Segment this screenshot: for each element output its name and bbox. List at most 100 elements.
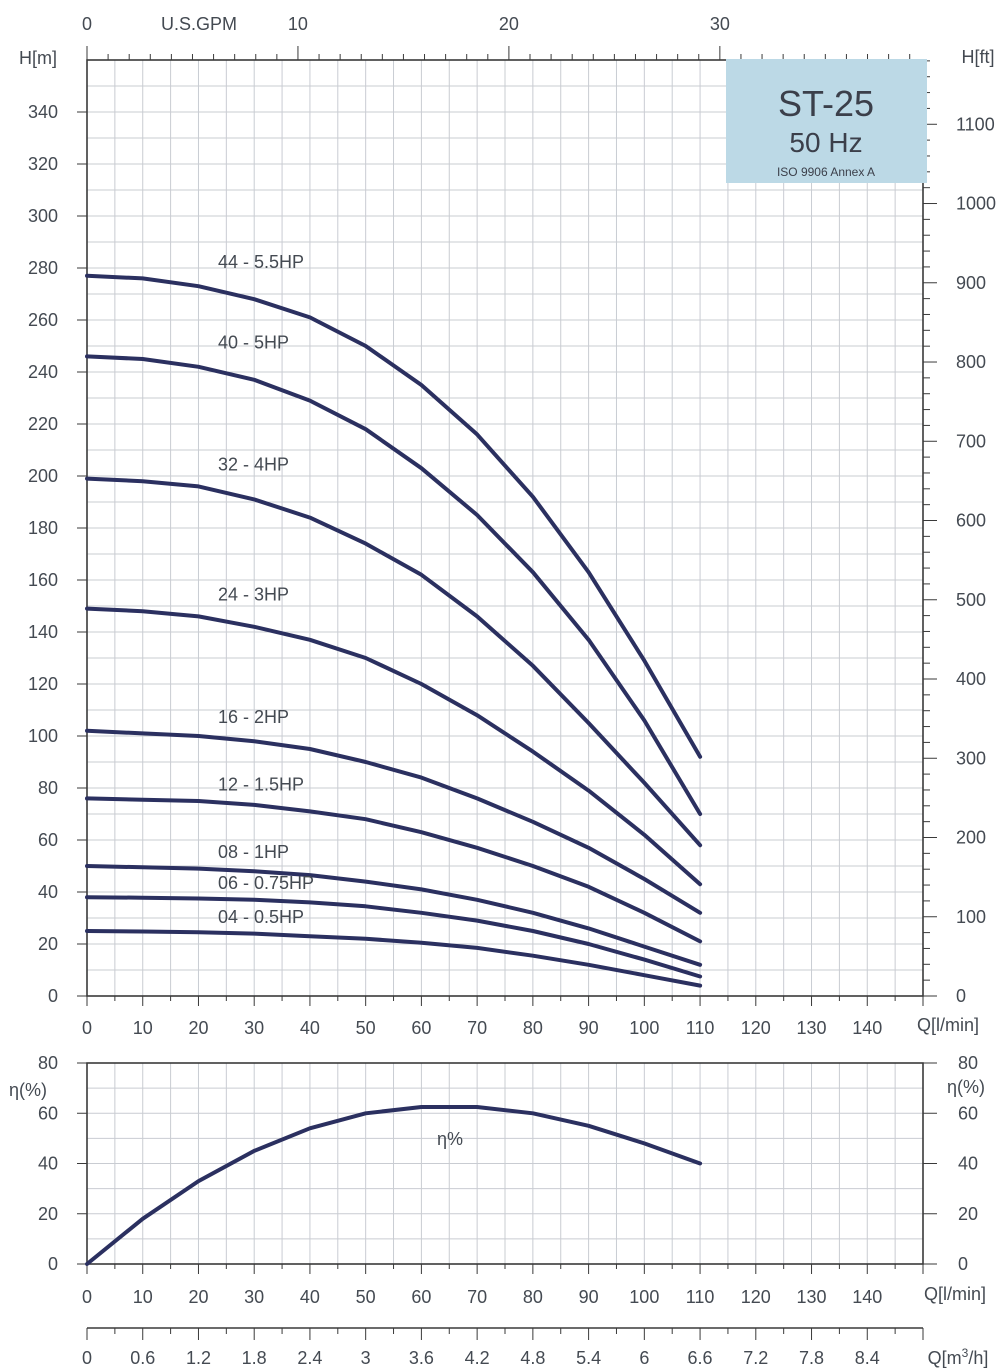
right-axis-label: H[ft] (961, 47, 994, 67)
curve-label: 24 - 3HP (218, 585, 289, 605)
x-tick-label: 70 (467, 1018, 487, 1038)
y-tick-label: 40 (38, 882, 58, 902)
info-box-background (726, 59, 927, 183)
top-tick-label: 20 (499, 14, 519, 34)
head-curve (85, 728, 703, 915)
cubic-meter-axis: 0 0.6 1.2 1.8 2.4 3 3.6 4.2 4.8 5.4 6 6.6 7.2 7.8 8.4 Q… (82, 1327, 989, 1368)
top-axis-label: U.S.GPM (161, 14, 237, 34)
m3h-tick-label: 0.6 (130, 1348, 155, 1368)
x-tick-label: 10 (133, 1018, 153, 1038)
x-tick-label: 90 (579, 1018, 599, 1038)
right-tick-label: 300 (956, 748, 986, 768)
x-axis-label: Q[l/min] (917, 1015, 979, 1035)
right-tick-label: 600 (956, 511, 986, 531)
eff-x-tick-label: 30 (244, 1287, 264, 1307)
y-tick-label: 300 (28, 206, 58, 226)
m3h-tick-label: 1.2 (186, 1348, 211, 1368)
x-tick-label: 120 (741, 1018, 771, 1038)
top-tick-label: 30 (710, 14, 730, 34)
y-tick-label: 240 (28, 362, 58, 382)
eff-y-tick-label: 40 (38, 1154, 58, 1174)
head-curves: 44 - 5.5HP 40 - 5HP 32 - 4HP 24 - 3HP 16 - 2… (85, 252, 703, 988)
m3h-tick-label: 8.4 (855, 1348, 880, 1368)
eff-y-tick-label: 0 (48, 1254, 58, 1274)
y-tick-label: 180 (28, 518, 58, 538)
eff-x-tick-label: 80 (523, 1287, 543, 1307)
eff-right-tick-label: 20 (958, 1204, 978, 1224)
right-tick-label: 1100 (956, 114, 995, 134)
head-curve (85, 864, 703, 967)
y-tick-label: 200 (28, 466, 58, 486)
curve-label: 44 - 5.5HP (218, 252, 304, 272)
eff-x-tick-label: 120 (741, 1287, 771, 1307)
right-tick-label: 1000 (956, 194, 996, 214)
m3h-tick-label: 6.6 (688, 1348, 713, 1368)
right-tick-label: 900 (956, 273, 986, 293)
head-panel: 0204060801001201401601802002202402602803… (19, 14, 996, 1038)
head-curve (85, 273, 703, 759)
top-tick-label: 0 (82, 14, 92, 34)
m3h-axis-label: Q[m3/h] (928, 1346, 989, 1368)
right-tick-label: 0 (956, 986, 966, 1006)
efficiency-curve (85, 1105, 703, 1266)
frequency-label: 50 Hz (789, 127, 862, 158)
y-tick-label: 120 (28, 674, 58, 694)
m3h-tick-label: 7.2 (743, 1348, 768, 1368)
m3h-tick-label: 3.6 (409, 1348, 434, 1368)
y-tick-label: 260 (28, 310, 58, 330)
x-tick-label: 130 (797, 1018, 827, 1038)
y-tick-label: 60 (38, 830, 58, 850)
m3h-tick-label: 0 (82, 1348, 92, 1368)
head-curve (85, 895, 703, 979)
m3h-tick-label: 5.4 (576, 1348, 601, 1368)
m3h-tick-label: 7.8 (799, 1348, 824, 1368)
m3h-tick-label: 4.2 (465, 1348, 490, 1368)
curve-label: 12 - 1.5HP (218, 774, 304, 794)
eff-x-tick-label: 50 (356, 1287, 376, 1307)
curve-label: 08 - 1HP (218, 842, 289, 862)
m3h-tick-label: 1.8 (242, 1348, 267, 1368)
eff-x-tick-label: 100 (629, 1287, 659, 1307)
eff-x-tick-label: 60 (411, 1287, 431, 1307)
efficiency-curve-label: η% (437, 1129, 463, 1149)
head-curve (85, 476, 703, 848)
curve-label: 16 - 2HP (218, 707, 289, 727)
eff-x-tick-label: 130 (797, 1287, 827, 1307)
y-tick-label: 320 (28, 154, 58, 174)
x-tick-label: 80 (523, 1018, 543, 1038)
eff-y-axis-label: η(%) (9, 1080, 47, 1100)
head-curve (85, 929, 703, 988)
eff-x-tick-label: 90 (579, 1287, 599, 1307)
eff-x-tick-label: 140 (852, 1287, 882, 1307)
y-tick-label: 340 (28, 102, 58, 122)
right-tick-label: 200 (956, 828, 986, 848)
x-tick-label: 40 (300, 1018, 320, 1038)
eff-right-tick-label: 0 (958, 1254, 968, 1274)
curve-label: 40 - 5HP (218, 332, 289, 352)
eff-x-tick-label: 20 (188, 1287, 208, 1307)
eff-x-tick-label: 0 (82, 1287, 92, 1307)
m3h-tick-label: 4.8 (520, 1348, 545, 1368)
y-axis-label: H[m] (19, 48, 57, 68)
eff-right-axis-label: η(%) (947, 1077, 985, 1097)
eff-x-tick-label: 40 (300, 1287, 320, 1307)
head-curve (85, 796, 703, 944)
right-tick-label: 700 (956, 431, 986, 451)
head-curve (85, 354, 703, 816)
eff-y-tick-label: 20 (38, 1204, 58, 1224)
right-tick-label: 800 (956, 352, 986, 372)
y-tick-label: 160 (28, 570, 58, 590)
right-tick-label: 100 (956, 907, 986, 927)
eff-right-tick-label: 40 (958, 1154, 978, 1174)
right-tick-label: 400 (956, 669, 986, 689)
eff-x-tick-label: 10 (133, 1287, 153, 1307)
m3h-tick-label: 3 (361, 1348, 371, 1368)
x-tick-label: 110 (686, 1018, 715, 1038)
x-tick-label: 100 (629, 1018, 659, 1038)
x-tick-label: 30 (244, 1018, 264, 1038)
right-tick-label: 500 (956, 590, 986, 610)
x-tick-label: 0 (82, 1018, 92, 1038)
